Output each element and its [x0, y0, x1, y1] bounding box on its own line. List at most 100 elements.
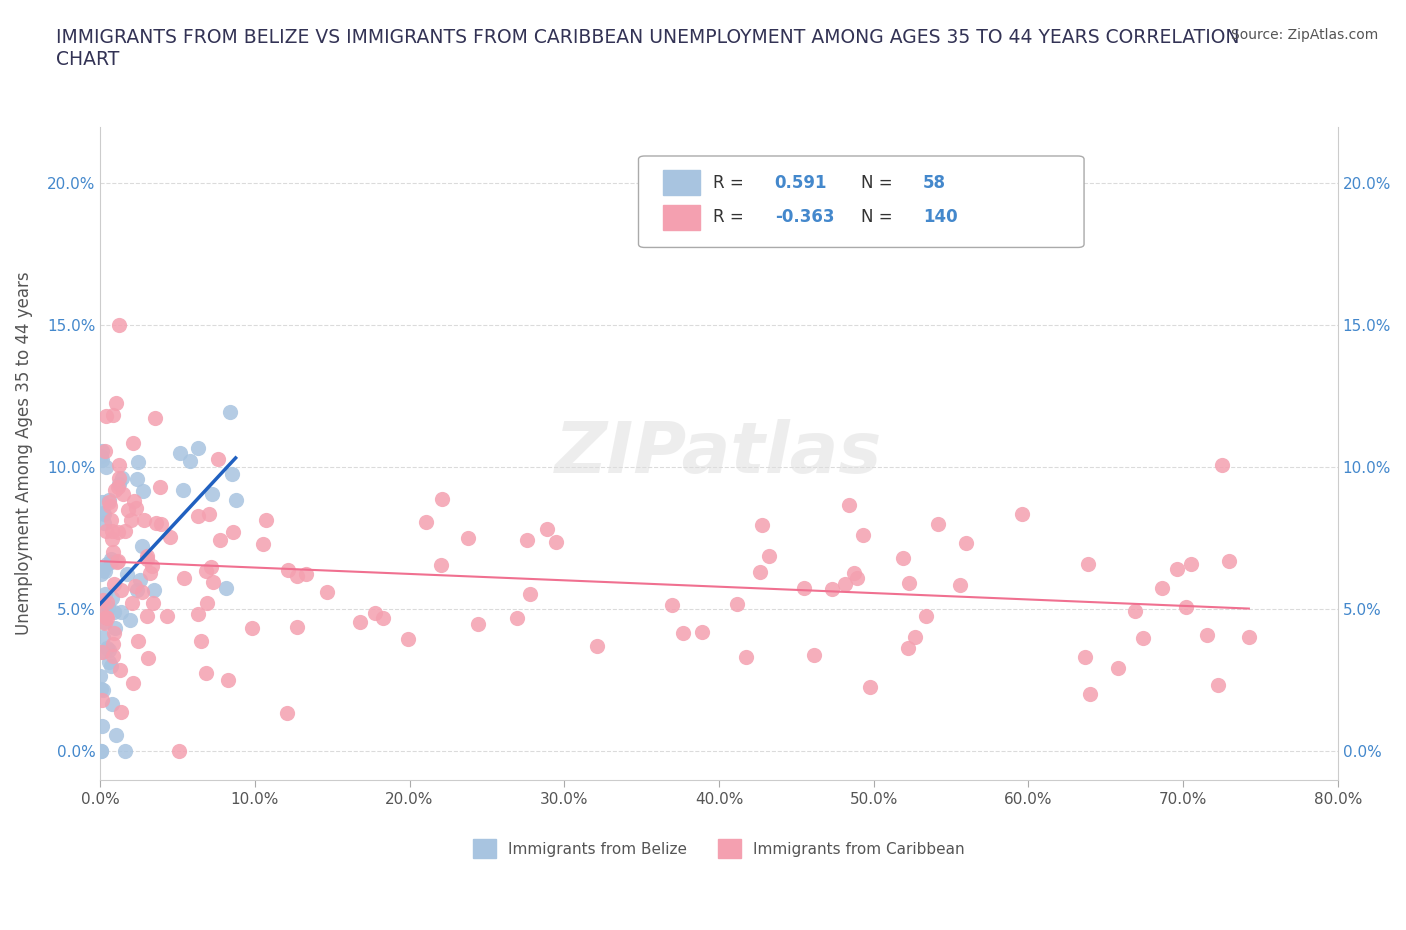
Point: [90, 744, 112, 759]
Point: [108, 318, 131, 333]
Point: [98, 655, 121, 670]
Point: [114, 524, 136, 538]
Point: [101, 545, 124, 560]
Point: [285, 619, 308, 634]
Point: [100, 658, 122, 673]
Point: [107, 525, 129, 539]
Point: [97, 599, 120, 614]
Text: R =: R =: [713, 208, 749, 226]
Point: [190, 633, 212, 648]
Point: [100, 554, 122, 569]
Point: [94, 523, 117, 538]
Point: [915, 608, 938, 623]
Point: [135, 608, 157, 623]
Point: [225, 492, 247, 507]
Text: N =: N =: [862, 174, 898, 192]
Point: [91, 506, 114, 521]
Point: [519, 587, 541, 602]
Point: [91, 563, 114, 578]
Point: [516, 533, 538, 548]
Point: [122, 435, 145, 450]
Bar: [664, 205, 700, 230]
Point: [179, 454, 201, 469]
Point: [93, 564, 115, 578]
Text: IMMIGRANTS FROM BELIZE VS IMMIGRANTS FROM CARIBBEAN UNEMPLOYMENT AMONG AGES 35 T: IMMIGRANTS FROM BELIZE VS IMMIGRANTS FRO…: [56, 28, 1240, 69]
Point: [198, 506, 221, 521]
Point: [1078, 686, 1101, 701]
Point: [200, 560, 222, 575]
Point: [118, 613, 141, 628]
Point: [127, 455, 149, 470]
Text: 140: 140: [924, 208, 957, 226]
Point: [415, 514, 437, 529]
Point: [725, 597, 748, 612]
Point: [672, 626, 695, 641]
Point: [315, 584, 337, 599]
Point: [252, 537, 274, 551]
Point: [758, 549, 780, 564]
Point: [122, 493, 145, 508]
Point: [91, 630, 114, 644]
Point: [90, 682, 112, 697]
Point: [1195, 628, 1218, 643]
Point: [949, 578, 972, 592]
Point: [98, 495, 121, 510]
Point: [149, 479, 172, 494]
Point: [1077, 556, 1099, 571]
Point: [91, 644, 114, 659]
Point: [173, 571, 195, 586]
Point: [98, 493, 121, 508]
Point: [110, 583, 132, 598]
Point: [120, 512, 142, 527]
Text: R =: R =: [713, 174, 749, 192]
Point: [200, 487, 222, 502]
Point: [127, 633, 149, 648]
Point: [661, 597, 683, 612]
FancyBboxPatch shape: [638, 156, 1084, 247]
Point: [209, 533, 232, 548]
Text: ZIPatlas: ZIPatlas: [555, 418, 883, 487]
Text: 58: 58: [924, 174, 946, 192]
Point: [101, 531, 124, 546]
Point: [1206, 677, 1229, 692]
Point: [107, 553, 129, 568]
Point: [91, 494, 114, 509]
Point: [121, 675, 143, 690]
Point: [131, 585, 153, 600]
Point: [108, 477, 131, 492]
Point: [90, 448, 112, 463]
Point: [457, 530, 479, 545]
Text: 0.591: 0.591: [775, 174, 827, 192]
Point: [349, 615, 371, 630]
Point: [546, 535, 568, 550]
Point: [842, 565, 865, 580]
Point: [93, 615, 115, 630]
Point: [104, 483, 127, 498]
Point: [101, 636, 124, 651]
Point: [96, 594, 118, 609]
Point: [364, 605, 387, 620]
Point: [110, 604, 132, 619]
Point: [897, 576, 920, 591]
Point: [139, 565, 162, 580]
Point: [132, 484, 155, 498]
Point: [111, 471, 134, 485]
Point: [1180, 556, 1202, 571]
Point: [103, 604, 125, 619]
Point: [748, 565, 770, 580]
Point: [751, 518, 773, 533]
Point: [169, 445, 191, 460]
Point: [97, 643, 120, 658]
Point: [852, 527, 875, 542]
Point: [91, 645, 114, 660]
Point: [803, 647, 825, 662]
Point: [1132, 631, 1154, 645]
Point: [927, 516, 949, 531]
Point: [98, 498, 121, 513]
Point: [172, 482, 194, 497]
Point: [845, 571, 868, 586]
Point: [135, 548, 157, 563]
Point: [96, 610, 118, 625]
Point: [110, 704, 132, 719]
Point: [207, 452, 229, 467]
